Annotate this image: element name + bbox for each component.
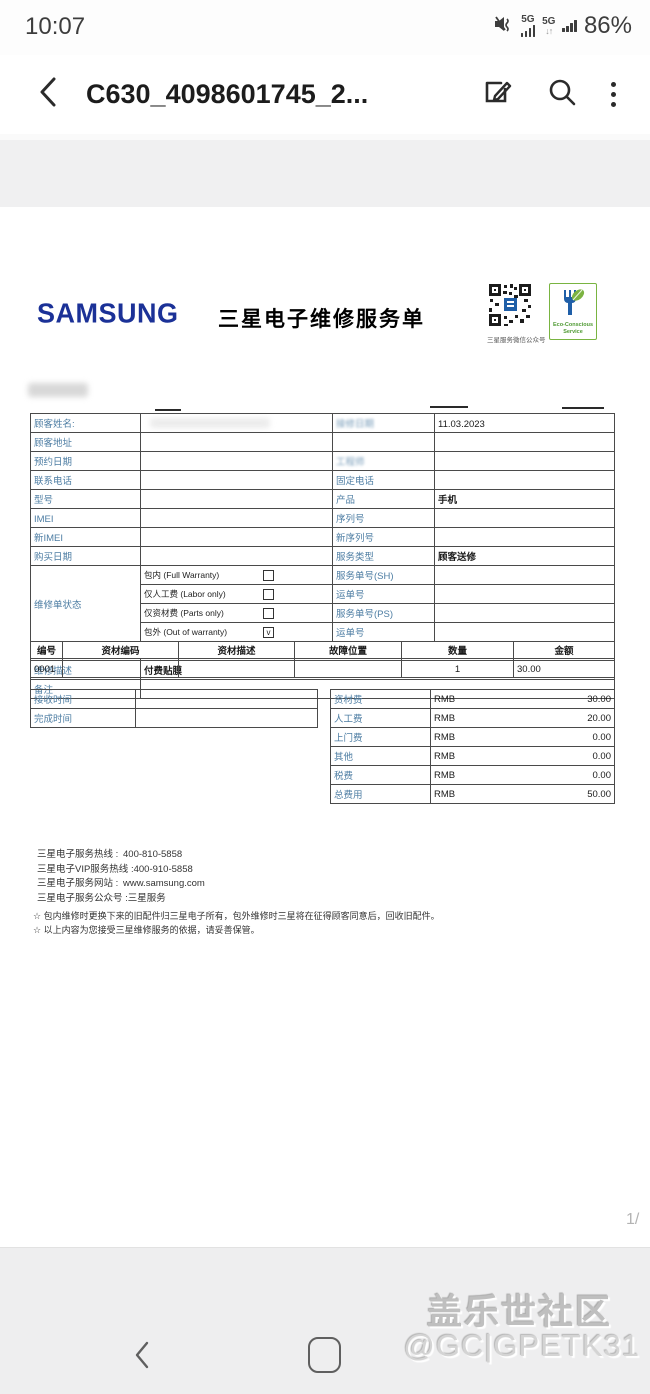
app-header: C630_4098601745_2...: [0, 55, 650, 133]
samsung-logo: SAMSUNG: [37, 297, 179, 329]
more-menu-icon[interactable]: [611, 81, 616, 107]
qr-caption: 三星服务微信公众号: [487, 337, 546, 344]
eco-wrench-leaf-icon: [564, 289, 585, 315]
table-row: 预约日期 工程师: [30, 451, 615, 471]
fee-row: 税费 RMB 0.00: [330, 765, 615, 785]
checkbox-parts-only[interactable]: [263, 607, 274, 619]
signal-bars-icon: [562, 20, 577, 32]
checkbox-labor-only[interactable]: [263, 588, 274, 600]
contact-info: 三星电子服务热线 :400-810-5858 三星电子VIP服务热线 :400-…: [37, 848, 205, 906]
table-header-row: 编号 资材编码 资材描述 故障位置 数量 金额: [30, 641, 615, 659]
qr-code-block: 三星服务微信公众号: [487, 283, 546, 344]
footnote: ☆ 以上内容为您接受三星维修服务的依据，请妥善保管。: [33, 924, 260, 935]
qr-code: [488, 283, 532, 327]
search-icon[interactable]: [547, 77, 577, 112]
footnotes: ☆ 包内维修时更换下来的旧配件归三星电子所有，包外维修时三星将在征得顾客同意后，…: [33, 910, 440, 937]
vip-hotline: 三星电子VIP服务热线 :400-910-5858: [37, 863, 193, 875]
document-title: C630_4098601745_2...: [86, 78, 369, 109]
fee-row: 其他 RMB 0.00: [330, 746, 615, 766]
status-time: 10:07: [25, 13, 86, 40]
bottom-bar: [0, 1247, 650, 1394]
website: 三星电子服务网站 : www.samsung.com: [37, 878, 205, 889]
table-row: 顾客姓名: 接修日期 11.03.2023: [30, 413, 615, 433]
table-row: 包外 (Out of warranty) v 运单号: [31, 622, 615, 642]
watermark-community: 盖乐世社区: [426, 1293, 612, 1332]
edit-icon[interactable]: [483, 77, 513, 112]
wechat-account: 三星电子服务公众号 :三星服务: [37, 892, 166, 904]
repair-status-label: 维修单状态: [34, 599, 82, 611]
parts-table: 编号 资材编码 资材描述 故障位置 数量 金额 0001 1 30.00: [30, 641, 615, 678]
fee-row: 上门费 RMB 0.00: [330, 727, 615, 747]
table-row: 新IMEI 新序列号: [30, 527, 615, 547]
watermark-username: @GC|GPETK31: [403, 1328, 640, 1363]
table-row: 完成时间: [30, 708, 318, 728]
mute-vibrate-icon: [494, 15, 514, 38]
network-5g-signal-icon: 5G: [520, 15, 536, 37]
nav-home-icon[interactable]: [308, 1337, 341, 1373]
table-row: 联系电话 固定电话: [30, 470, 615, 490]
redacted-label: 工程师: [336, 457, 365, 468]
eco-conscious-badge: Eco-Conscious Service: [549, 283, 597, 340]
nav-back-icon[interactable]: [132, 1340, 152, 1375]
table-row: 型号 产品 手机: [30, 489, 615, 509]
scan-artifact: [155, 409, 181, 411]
table-row: 维修单状态 包内 (Full Warranty) 服务单号(SH): [30, 565, 615, 642]
table-row: 0001 1 30.00: [30, 658, 615, 678]
viewer-margin: [0, 134, 650, 207]
table-row: 购买日期 服务类型 顾客送修: [30, 546, 615, 566]
redacted-area: [28, 383, 88, 397]
fee-row: 总费用 RMB 50.00: [330, 784, 615, 804]
footnote: ☆ 包内维修时更换下来的旧配件归三星电子所有，包外维修时三星将在征得顾客同意后，…: [33, 911, 440, 921]
scan-artifact: [562, 407, 604, 409]
table-row: 仅人工费 (Labor only) 运单号: [31, 584, 615, 604]
hotline: 三星电子服务热线 :400-810-5858: [37, 849, 183, 860]
fees-table: 资材费 RMB 30.00 人工费 RMB 20.00 上门费 RMB 0.00 其他 RMB…: [330, 689, 615, 804]
checkbox-out-of-warranty[interactable]: v: [263, 626, 274, 638]
table-row: IMEI 序列号: [30, 508, 615, 528]
status-bar: 10:07 5G 5G ↓↑ 86%: [0, 0, 650, 55]
battery-percent: 86%: [583, 12, 632, 39]
fee-row: 资材费 RMB 30.00: [330, 689, 615, 709]
page-indicator: 1/: [626, 1211, 640, 1228]
form-title: 三星电子维修服务单: [218, 308, 425, 331]
back-icon[interactable]: [36, 75, 60, 114]
table-row: 顾客地址: [30, 432, 615, 452]
checkbox-full-warranty[interactable]: [263, 569, 274, 581]
scan-artifact: [430, 406, 468, 408]
fee-row: 人工费 RMB 20.00: [330, 708, 615, 728]
table-row: 接收时间: [30, 689, 318, 709]
time-table: 接收时间 完成时间: [30, 689, 318, 728]
network-5g-updown-icon: 5G ↓↑: [542, 15, 556, 36]
